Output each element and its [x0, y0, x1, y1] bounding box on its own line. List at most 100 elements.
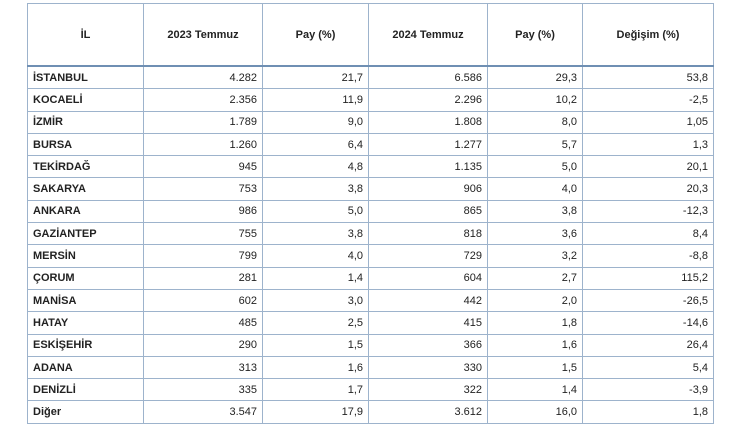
value-cell: 17,9: [262, 400, 369, 424]
province-cell: KOCAELİ: [27, 88, 144, 112]
value-cell: 2.296: [368, 88, 488, 112]
value-cell: 26,4: [582, 333, 714, 357]
value-cell: 330: [368, 355, 488, 380]
table-row: ANKARA 986 5,0 865 3,8 -12,3: [27, 199, 714, 224]
value-cell: 415: [368, 311, 488, 335]
value-cell: 3,8: [487, 199, 583, 224]
value-cell: -12,3: [582, 199, 714, 224]
value-cell: 53,8: [582, 65, 714, 90]
table-row: ADANA 313 1,6 330 1,5 5,4: [27, 355, 714, 380]
value-cell: 3,8: [262, 177, 369, 201]
value-cell: 1.789: [143, 110, 263, 134]
value-cell: 29,3: [487, 65, 583, 90]
value-cell: 16,0: [487, 400, 583, 424]
value-cell: 1,5: [487, 355, 583, 380]
value-cell: 602: [143, 288, 263, 313]
province-cell: ANKARA: [27, 199, 144, 224]
value-cell: 2.356: [143, 88, 263, 112]
value-cell: 1,4: [487, 378, 583, 402]
value-cell: 1,8: [582, 400, 714, 424]
value-cell: 1,7: [262, 378, 369, 402]
value-cell: 1,4: [262, 266, 369, 290]
province-cell: ESKİŞEHİR: [27, 333, 144, 357]
value-cell: 1.260: [143, 132, 263, 157]
value-cell: 3.612: [368, 400, 488, 424]
value-cell: -8,8: [582, 244, 714, 268]
province-cell: İSTANBUL: [27, 65, 144, 90]
value-cell: 986: [143, 199, 263, 224]
province-cell: DENİZLİ: [27, 378, 144, 402]
province-cell: Diğer: [27, 400, 144, 424]
value-cell: 21,7: [262, 65, 369, 90]
value-cell: 3,6: [487, 222, 583, 246]
value-cell: 3,0: [262, 288, 369, 313]
table-row: SAKARYA 753 3,8 906 4,0 20,3: [27, 177, 714, 201]
table-row: KOCAELİ 2.356 11,9 2.296 10,2 -2,5: [27, 88, 714, 112]
value-cell: 20,3: [582, 177, 714, 201]
table-body: İSTANBUL 4.282 21,7 6.586 29,3 53,8 KOCAELİ 2.3…: [27, 65, 714, 424]
value-cell: 4.282: [143, 65, 263, 90]
value-cell: 818: [368, 222, 488, 246]
table-container: İL 2023 Temmuz Pay (%) 2024 Temmuz Pay (%) De…: [27, 3, 714, 424]
value-cell: 3,8: [262, 222, 369, 246]
value-cell: 1,05: [582, 110, 714, 134]
province-cell: GAZİANTEP: [27, 222, 144, 246]
value-cell: 366: [368, 333, 488, 357]
value-cell: 20,1: [582, 155, 714, 179]
province-cell: ADANA: [27, 355, 144, 380]
value-cell: -14,6: [582, 311, 714, 335]
value-cell: 1,3: [582, 132, 714, 157]
table-row: DENİZLİ 335 1,7 322 1,4 -3,9: [27, 378, 714, 402]
header-cell: Pay (%): [487, 3, 583, 67]
table-row: Diğer 3.547 17,9 3.612 16,0 1,8: [27, 400, 714, 424]
value-cell: 1,6: [487, 333, 583, 357]
value-cell: 281: [143, 266, 263, 290]
table-row: İZMİR 1.789 9,0 1.808 8,0 1,05: [27, 110, 714, 134]
value-cell: 4,8: [262, 155, 369, 179]
value-cell: 604: [368, 266, 488, 290]
value-cell: 865: [368, 199, 488, 224]
value-cell: 5,0: [487, 155, 583, 179]
value-cell: 1.808: [368, 110, 488, 134]
table-row: TEKİRDAĞ 945 4,8 1.135 5,0 20,1: [27, 155, 714, 179]
province-cell: TEKİRDAĞ: [27, 155, 144, 179]
value-cell: 485: [143, 311, 263, 335]
value-cell: 755: [143, 222, 263, 246]
value-cell: 5,7: [487, 132, 583, 157]
header-row: İL 2023 Temmuz Pay (%) 2024 Temmuz Pay (%) De…: [27, 3, 714, 67]
table-row: BURSA 1.260 6,4 1.277 5,7 1,3: [27, 132, 714, 157]
value-cell: 6,4: [262, 132, 369, 157]
value-cell: 753: [143, 177, 263, 201]
value-cell: 4,0: [262, 244, 369, 268]
value-cell: 442: [368, 288, 488, 313]
value-cell: 1.135: [368, 155, 488, 179]
value-cell: -3,9: [582, 378, 714, 402]
value-cell: 2,7: [487, 266, 583, 290]
value-cell: 290: [143, 333, 263, 357]
table-row: İSTANBUL 4.282 21,7 6.586 29,3 53,8: [27, 65, 714, 90]
value-cell: 2,0: [487, 288, 583, 313]
value-cell: 3.547: [143, 400, 263, 424]
value-cell: 322: [368, 378, 488, 402]
value-cell: 1.277: [368, 132, 488, 157]
value-cell: 1,8: [487, 311, 583, 335]
table-row: ÇORUM 281 1,4 604 2,7 115,2: [27, 266, 714, 290]
value-cell: 6.586: [368, 65, 488, 90]
value-cell: 1,5: [262, 333, 369, 357]
value-cell: 313: [143, 355, 263, 380]
province-cell: SAKARYA: [27, 177, 144, 201]
province-cell: İZMİR: [27, 110, 144, 134]
value-cell: 8,0: [487, 110, 583, 134]
data-table: İL 2023 Temmuz Pay (%) 2024 Temmuz Pay (%) De…: [27, 3, 714, 424]
value-cell: 5,4: [582, 355, 714, 380]
province-cell: ÇORUM: [27, 266, 144, 290]
province-cell: HATAY: [27, 311, 144, 335]
table-row: HATAY 485 2,5 415 1,8 -14,6: [27, 311, 714, 335]
value-cell: 3,2: [487, 244, 583, 268]
value-cell: 729: [368, 244, 488, 268]
province-cell: BURSA: [27, 132, 144, 157]
table-row: ESKİŞEHİR 290 1,5 366 1,6 26,4: [27, 333, 714, 357]
value-cell: 1,6: [262, 355, 369, 380]
header-cell: Değişim (%): [582, 3, 714, 67]
